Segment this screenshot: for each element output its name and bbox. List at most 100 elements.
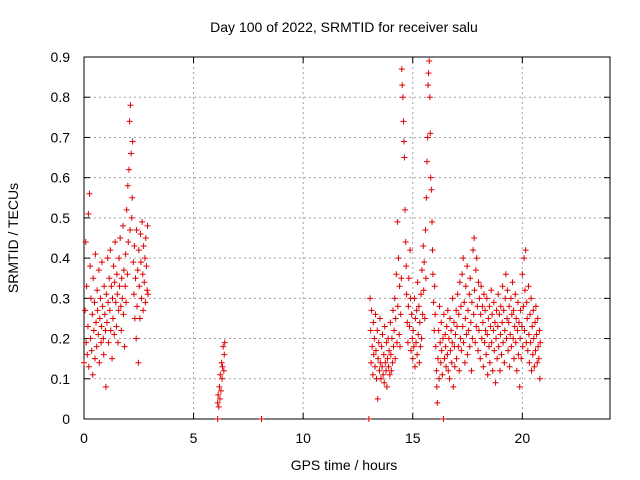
y-tick-label: 0.5 <box>51 210 71 226</box>
data-point-plus <box>95 267 102 274</box>
data-point-plus <box>458 347 465 354</box>
data-point-plus <box>457 335 464 342</box>
data-point-plus <box>420 243 427 250</box>
data-point-plus <box>441 355 448 362</box>
data-point-plus <box>381 323 388 330</box>
data-point-plus <box>445 335 452 342</box>
data-point-plus <box>519 271 526 278</box>
data-point-plus <box>501 327 508 334</box>
data-point-plus <box>387 351 394 358</box>
data-point-plus <box>462 315 469 322</box>
data-point-plus <box>108 283 115 290</box>
data-point-plus <box>374 327 381 334</box>
data-point-plus <box>436 303 443 310</box>
data-point-plus <box>427 130 434 137</box>
data-point-plus <box>497 303 504 310</box>
data-point-plus <box>383 367 390 374</box>
data-point-plus <box>377 359 384 366</box>
data-point-plus <box>405 303 412 310</box>
data-point-plus <box>514 299 521 306</box>
data-point-plus <box>449 295 456 302</box>
data-point-plus <box>494 355 501 362</box>
data-point-plus <box>444 307 451 314</box>
data-point-plus <box>396 283 403 290</box>
data-point-plus <box>125 239 132 246</box>
data-point-plus <box>116 255 123 262</box>
data-point-plus <box>102 383 109 390</box>
data-point-plus <box>484 331 491 338</box>
data-point-plus <box>460 339 467 346</box>
data-point-plus <box>454 291 461 298</box>
data-point-plus <box>463 331 470 338</box>
data-point-plus <box>402 239 409 246</box>
data-point-plus <box>90 327 97 334</box>
data-point-plus <box>468 299 475 306</box>
data-point-plus <box>444 351 451 358</box>
data-point-plus <box>397 343 404 350</box>
data-point-plus <box>381 379 388 386</box>
data-point-plus <box>503 315 510 322</box>
data-point-plus <box>99 303 106 310</box>
data-point-plus <box>119 295 126 302</box>
data-point-plus <box>517 307 524 314</box>
data-point-plus <box>383 339 390 346</box>
data-point-plus <box>109 295 116 302</box>
data-point-plus <box>84 351 91 358</box>
data-point-plus <box>531 363 538 370</box>
y-tick-label: 0.9 <box>51 49 71 65</box>
data-point-plus <box>135 359 142 366</box>
data-point-plus <box>520 303 527 310</box>
data-point-plus <box>221 351 228 358</box>
data-point-plus <box>120 222 127 229</box>
data-point-plus <box>100 351 107 358</box>
data-point-plus <box>453 307 460 314</box>
data-point-plus <box>513 315 520 322</box>
data-point-plus <box>403 291 410 298</box>
data-point-plus <box>453 355 460 362</box>
data-point-plus <box>90 275 97 282</box>
data-point-plus <box>371 335 378 342</box>
data-point-plus <box>98 259 105 266</box>
data-point-plus <box>530 307 537 314</box>
x-tick-label: 10 <box>295 430 311 446</box>
data-point-plus <box>479 303 486 310</box>
data-point-plus <box>407 347 414 354</box>
data-point-plus <box>416 319 423 326</box>
data-point-plus <box>433 367 440 374</box>
data-point-plus <box>459 271 466 278</box>
data-point-plus <box>434 399 441 406</box>
data-point-plus <box>128 214 135 221</box>
data-point-plus <box>480 363 487 370</box>
data-point-plus <box>506 363 513 370</box>
data-point-plus <box>438 347 445 354</box>
data-point-plus <box>510 335 517 342</box>
y-tick-label: 0.3 <box>51 290 71 306</box>
data-point-plus <box>398 275 405 282</box>
data-point-plus <box>476 295 483 302</box>
data-point-plus <box>487 323 494 330</box>
data-point-plus <box>465 327 472 334</box>
data-point-plus <box>408 311 415 318</box>
data-point-plus <box>536 327 543 334</box>
data-point-plus <box>471 235 478 241</box>
data-point-plus <box>390 307 397 314</box>
data-point-plus <box>404 339 411 346</box>
data-point-plus <box>439 371 446 378</box>
data-point-plus <box>430 299 437 306</box>
data-point-plus <box>484 371 491 378</box>
data-point-plus <box>125 166 132 173</box>
data-point-plus <box>221 339 228 346</box>
data-point-plus <box>438 319 445 326</box>
x-tick-label: 0 <box>80 430 88 446</box>
data-point-plus <box>379 363 386 370</box>
data-point-plus <box>393 339 400 346</box>
data-point-plus <box>141 255 148 262</box>
data-point-plus <box>442 343 449 350</box>
data-point-plus <box>417 343 424 350</box>
data-point-plus <box>494 323 501 330</box>
data-point-plus <box>507 331 514 338</box>
data-point-plus <box>508 343 515 350</box>
data-point-plus <box>83 283 90 290</box>
data-point-plus <box>105 339 112 346</box>
data-point-plus <box>415 331 422 338</box>
